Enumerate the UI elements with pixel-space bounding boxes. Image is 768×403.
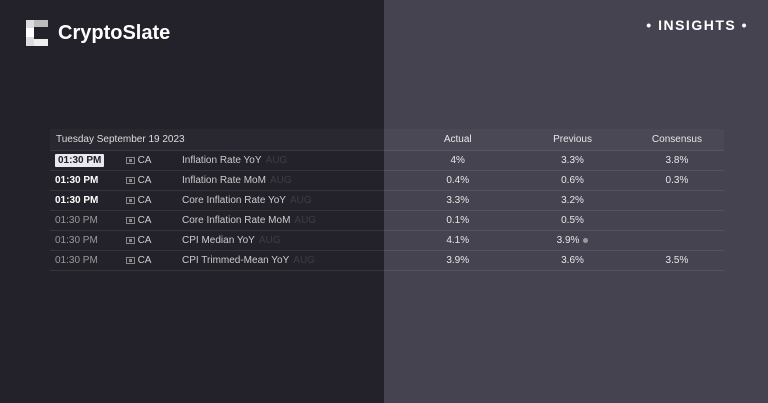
event-label[interactable]: Inflation Rate MoM: [182, 175, 266, 186]
header-actual: Actual: [443, 134, 472, 145]
actual-value: 3.9%: [446, 255, 470, 266]
event-name[interactable]: CPI Median YoY AUG: [182, 235, 400, 246]
country: CA: [125, 215, 182, 226]
time-text: 01:30 PM: [55, 175, 99, 186]
event-name[interactable]: Core Inflation Rate MoM AUG: [182, 215, 400, 226]
previous-value: 0.6%: [515, 175, 630, 186]
event-label[interactable]: CPI Median YoY: [182, 235, 255, 246]
reference-period: AUG: [293, 255, 315, 266]
header-previous: Previous: [553, 134, 592, 145]
previous-value: 3.6%: [515, 255, 630, 266]
country-code: CA: [137, 195, 152, 206]
time-text: 01:30 PM: [55, 235, 98, 246]
previous-text: 3.6%: [561, 255, 584, 266]
table-row[interactable]: 01:30 PM CA Core Inflation Rate MoM AUG 0…: [50, 211, 724, 231]
reference-period: AUG: [294, 215, 317, 226]
time-text: 01:30 PM: [55, 255, 98, 266]
canada-flag-icon: [125, 157, 135, 164]
country-code: CA: [137, 215, 152, 226]
table-row[interactable]: 01:30 PM CA CPI Trimmed-Mean YoY AUG 3.9%…: [50, 251, 724, 271]
right-panel: [384, 0, 768, 403]
country: CA: [125, 255, 182, 266]
country-code: CA: [137, 255, 152, 266]
previous-value: 3.2%: [515, 195, 630, 206]
canada-flag-icon: [125, 257, 135, 264]
event-time: 01:30 PM: [50, 175, 126, 186]
country-code: CA: [137, 175, 152, 186]
cryptoslate-logo-icon: [26, 20, 48, 46]
event-name[interactable]: Inflation Rate MoM AUG: [182, 175, 400, 186]
table-date: Tuesday September 19 2023: [56, 134, 185, 145]
event-time: 01:30 PM: [50, 195, 126, 206]
country-code: CA: [137, 155, 152, 166]
actual-value: 3.3%: [446, 195, 470, 206]
consensus-value: 3.5%: [665, 255, 689, 266]
event-label[interactable]: CPI Trimmed-Mean YoY: [182, 255, 290, 266]
actual-value: 4%: [450, 155, 465, 166]
previous-text: 0.6%: [561, 175, 584, 186]
event-name[interactable]: CPI Trimmed-Mean YoY AUG: [182, 255, 400, 266]
event-name[interactable]: Core Inflation Rate YoY AUG: [182, 195, 400, 206]
consensus-value: 0.3%: [665, 175, 689, 186]
country: CA: [125, 155, 182, 166]
event-label[interactable]: Core Inflation Rate MoM: [182, 215, 291, 226]
previous-text: 3.9%: [556, 235, 580, 246]
brand-logo: CryptoSlate: [26, 20, 170, 46]
table-row[interactable]: 01:30 PM CA Inflation Rate YoY AUG 4% 3.3…: [50, 151, 724, 171]
revised-icon: [583, 237, 589, 243]
event-label[interactable]: Inflation Rate YoY: [182, 155, 262, 166]
reference-period: AUG: [289, 195, 312, 206]
canada-flag-icon: [125, 177, 135, 184]
time-text: 01:30 PM: [55, 215, 98, 226]
country: CA: [125, 175, 182, 186]
canada-flag-icon: [125, 197, 135, 204]
actual-value: 0.1%: [446, 215, 470, 226]
country: CA: [125, 195, 182, 206]
previous-value: 3.9%: [515, 235, 630, 246]
canada-flag-icon: [125, 237, 135, 244]
event-time: 01:30 PM: [50, 235, 126, 246]
previous-value: 0.5%: [515, 215, 630, 226]
event-time: 01:30 PM: [50, 154, 126, 167]
table-header: Tuesday September 19 2023 Actual Previou…: [50, 129, 724, 151]
event-label[interactable]: Core Inflation Rate YoY: [182, 195, 286, 206]
previous-value: 3.3%: [515, 155, 630, 166]
canada-flag-icon: [125, 217, 135, 224]
event-name[interactable]: Inflation Rate YoY AUG: [182, 155, 400, 166]
country-code: CA: [137, 235, 152, 246]
actual-value: 0.4%: [446, 175, 470, 186]
economic-calendar-table: Tuesday September 19 2023 Actual Previou…: [50, 129, 724, 271]
reference-period: AUG: [258, 235, 281, 246]
previous-text: 3.3%: [561, 155, 584, 166]
reference-period: AUG: [269, 175, 292, 186]
header-consensus: Consensus: [651, 134, 702, 145]
reference-period: AUG: [265, 155, 288, 166]
left-panel: [0, 0, 384, 403]
table-row[interactable]: 01:30 PM CA Core Inflation Rate YoY AUG 3…: [50, 191, 724, 211]
brand-name: CryptoSlate: [58, 21, 171, 44]
country: CA: [125, 235, 182, 246]
event-time: 01:30 PM: [50, 255, 126, 266]
consensus-value: 3.8%: [665, 155, 689, 166]
table-row[interactable]: 01:30 PM CA Inflation Rate MoM AUG 0.4% 0…: [50, 171, 724, 191]
time-text: 01:30 PM: [55, 154, 105, 167]
table-row[interactable]: 01:30 PM CA CPI Median YoY AUG 4.1% 3.9%: [50, 231, 724, 251]
event-time: 01:30 PM: [50, 215, 126, 226]
previous-text: 0.5%: [561, 215, 584, 226]
insights-badge: • INSIGHTS •: [646, 17, 748, 33]
previous-text: 3.2%: [561, 195, 584, 206]
actual-value: 4.1%: [446, 235, 470, 246]
time-text: 01:30 PM: [55, 195, 99, 206]
